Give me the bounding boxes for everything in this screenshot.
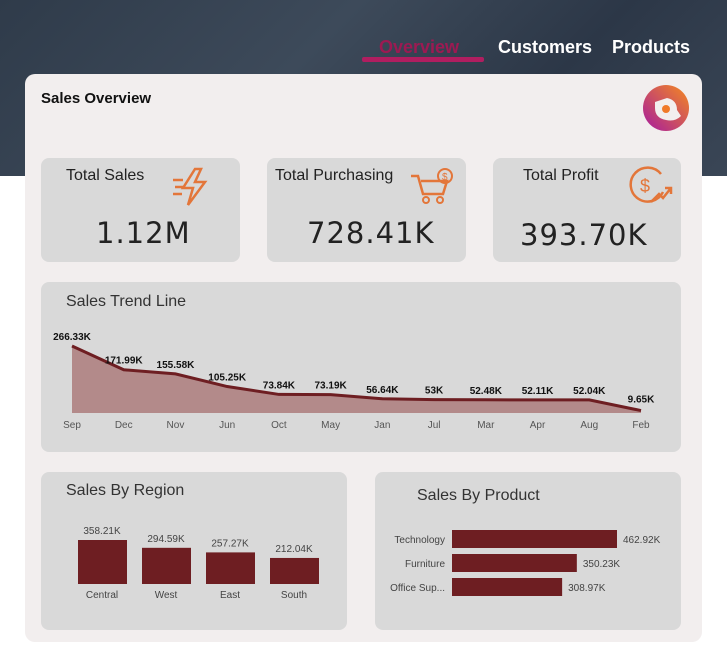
kpi-label: Total Profit: [523, 167, 599, 184]
y-tick-label: Technology: [394, 535, 445, 546]
x-tick-label: Jun: [219, 420, 235, 431]
x-tick-label: May: [321, 420, 340, 431]
chart-title: Sales By Region: [66, 482, 185, 499]
kpi-value: 393.70K: [520, 218, 648, 252]
sales-trend-chart: 266.33K Sep 171.99K Dec 155.58K Nov 105.25K Jun…: [53, 332, 655, 431]
data-label: 73.19K: [315, 381, 348, 392]
data-label: 462.92K: [623, 535, 661, 546]
bar: [270, 557, 319, 584]
data-label: 350.23K: [583, 559, 621, 570]
data-label: 52.48K: [470, 386, 503, 397]
page-title: Sales Overview: [41, 90, 152, 107]
x-tick-label: Apr: [530, 420, 546, 431]
chart-title: Sales Trend Line: [66, 293, 187, 310]
lightning-icon: [173, 167, 208, 206]
bar: [206, 552, 255, 584]
x-tick-label: Jan: [374, 420, 390, 431]
x-tick-label: Nov: [167, 420, 185, 431]
bar: [78, 540, 127, 584]
kpi-total-purchasing: Total Purchasing $ 728.41K: [267, 158, 466, 262]
data-label: 52.11K: [522, 386, 554, 397]
x-tick-label: Central: [86, 590, 118, 601]
x-tick-label: Sep: [63, 420, 81, 431]
x-tick-label: West: [155, 590, 178, 601]
kpi-value: 728.41K: [307, 216, 435, 250]
brand-logo-icon: [643, 85, 689, 131]
y-tick-label: Office Sup...: [390, 583, 445, 594]
tab-products[interactable]: Products: [612, 37, 691, 57]
chart-title: Sales By Product: [417, 487, 540, 504]
x-tick-label: Dec: [115, 420, 133, 431]
kpi-label: Total Sales: [66, 167, 145, 184]
dollar-growth-icon: $: [629, 166, 673, 203]
x-tick-label: Aug: [580, 420, 598, 431]
kpi-total-sales: Total Sales 1.12M: [41, 158, 240, 262]
x-tick-label: Mar: [477, 420, 495, 431]
data-label: 308.97K: [568, 583, 606, 594]
x-tick-label: South: [281, 590, 307, 601]
data-label: 171.99K: [105, 356, 144, 367]
sales-trend-panel: Sales Trend Line 266.33K Sep 171.99K Dec 155…: [41, 282, 681, 452]
kpi-value: 1.12M: [96, 216, 191, 250]
trend-line: [71, 344, 642, 413]
bar: [452, 554, 577, 572]
data-label: 294.59K: [147, 534, 185, 545]
data-label: 358.21K: [83, 526, 121, 537]
data-label: 266.33K: [53, 332, 92, 343]
svg-text:$: $: [640, 176, 650, 196]
sales-by-region-panel: Sales By Region 358.21K Central 294.59K Wes…: [41, 472, 347, 630]
data-label: 212.04K: [275, 544, 313, 555]
bar: [452, 578, 563, 596]
trend-area: [72, 346, 641, 413]
data-label: 56.64K: [366, 385, 399, 396]
shopping-cart-icon: $: [411, 168, 453, 204]
active-tab-indicator: [362, 57, 484, 62]
y-tick-label: Furniture: [405, 559, 445, 570]
x-tick-label: East: [220, 590, 240, 601]
svg-text:$: $: [442, 172, 448, 183]
data-label: 73.84K: [263, 380, 296, 391]
sales-by-product-chart: Technology 462.92K Furniture 350.23K Office …: [390, 530, 661, 596]
bar: [142, 547, 191, 584]
data-label: 257.27K: [211, 538, 249, 549]
data-label: 9.65K: [628, 395, 655, 406]
x-tick-label: Feb: [632, 420, 650, 431]
data-label: 53K: [425, 386, 444, 397]
tab-overview[interactable]: Overview: [379, 37, 460, 57]
data-label: 105.25K: [208, 373, 247, 384]
bar: [452, 530, 617, 548]
kpi-total-profit: Total Profit $ 393.70K: [493, 158, 681, 262]
x-tick-label: Oct: [271, 420, 287, 431]
sales-by-product-panel: Sales By Product Technology 462.92K Furnit…: [375, 472, 681, 630]
x-tick-label: Jul: [428, 420, 441, 431]
sales-by-region-chart: 358.21K Central 294.59K West 257.27K East 212.…: [78, 526, 319, 601]
kpi-label: Total Purchasing: [275, 167, 394, 184]
tab-customers[interactable]: Customers: [498, 37, 593, 57]
data-label: 52.04K: [573, 386, 606, 397]
data-label: 155.58K: [157, 360, 196, 371]
